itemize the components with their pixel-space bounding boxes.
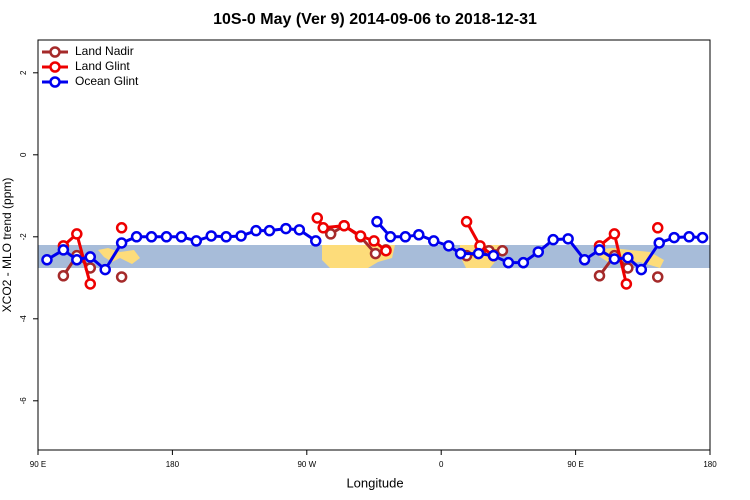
data-point — [338, 219, 350, 232]
data-point — [263, 224, 276, 237]
data-point — [620, 278, 633, 290]
data-point — [115, 271, 128, 283]
data-point — [608, 253, 621, 265]
data-point — [369, 247, 382, 260]
y-tick-label: -4 — [19, 315, 28, 323]
data-point — [683, 231, 695, 243]
data-point — [220, 231, 232, 243]
data-point — [84, 278, 97, 290]
data-point — [71, 228, 83, 240]
data-point — [384, 231, 397, 243]
data-point — [502, 256, 515, 269]
legend-marker — [49, 76, 61, 88]
data-point — [487, 249, 500, 262]
data-point — [175, 231, 188, 243]
data-point — [371, 215, 383, 228]
legend-marker — [49, 61, 61, 73]
data-point — [71, 254, 83, 266]
x-tick-label: 0 — [439, 460, 444, 469]
data-point — [653, 237, 665, 249]
data-point — [311, 212, 324, 224]
y-axis-label: XCO2 - MLO trend (ppm) — [0, 178, 14, 313]
data-point — [190, 235, 203, 247]
legend-label: Land Nadir — [75, 44, 134, 58]
data-point — [496, 244, 509, 257]
data-point — [250, 224, 262, 237]
data-point — [442, 240, 455, 252]
data-point — [280, 222, 292, 235]
data-point — [547, 233, 559, 246]
data-point — [454, 247, 467, 260]
data-point — [99, 263, 111, 276]
chart-title: 10S-0 May (Ver 9) 2014-09-06 to 2018-12-… — [213, 11, 537, 28]
data-point — [593, 270, 606, 282]
data-point — [380, 244, 392, 257]
data-point — [317, 222, 329, 234]
data-point — [57, 270, 70, 282]
y-tick-label: -2 — [19, 233, 28, 241]
x-tick-label: 90 E — [567, 460, 583, 469]
data-point — [460, 215, 473, 228]
y-tick-label: -6 — [19, 397, 28, 405]
data-point — [205, 230, 217, 242]
data-point — [651, 222, 664, 234]
x-axis-label: Longitude — [346, 475, 403, 490]
x-tick-label: 180 — [703, 460, 717, 469]
x-tick-label: 90 W — [297, 460, 316, 469]
data-point — [57, 244, 70, 256]
data-point — [41, 254, 53, 266]
data-point — [145, 231, 158, 243]
data-point — [562, 233, 574, 245]
data-point — [532, 246, 545, 258]
data-point — [696, 231, 709, 244]
x-tick-label: 180 — [166, 460, 180, 469]
data-point — [354, 230, 367, 242]
data-point — [651, 271, 664, 283]
data-point — [115, 222, 128, 234]
data-point — [130, 231, 143, 243]
legend-label: Ocean Glint — [75, 74, 139, 88]
data-point — [293, 224, 306, 236]
data-point — [427, 235, 440, 247]
plot-frame — [37, 39, 711, 451]
data-point — [324, 228, 337, 240]
data-point — [399, 231, 412, 243]
data-point — [517, 256, 530, 269]
data-point — [668, 231, 680, 244]
legend-marker — [49, 46, 61, 58]
data-point — [578, 254, 591, 266]
data-point — [608, 228, 621, 240]
data-point — [160, 231, 173, 243]
data-point — [472, 247, 485, 260]
data-point — [622, 251, 634, 264]
y-tick-label: 2 — [19, 70, 28, 75]
data-point — [235, 230, 247, 242]
data-point — [368, 235, 380, 247]
data-point — [84, 251, 97, 263]
data-point — [413, 229, 425, 241]
legend-label: Land Glint — [75, 59, 130, 73]
data-point — [310, 235, 322, 247]
data-point — [115, 237, 128, 249]
x-tick-label: 90 E — [30, 460, 46, 469]
data-point — [635, 263, 648, 276]
y-tick-label: 0 — [19, 152, 28, 157]
data-point — [593, 244, 606, 256]
